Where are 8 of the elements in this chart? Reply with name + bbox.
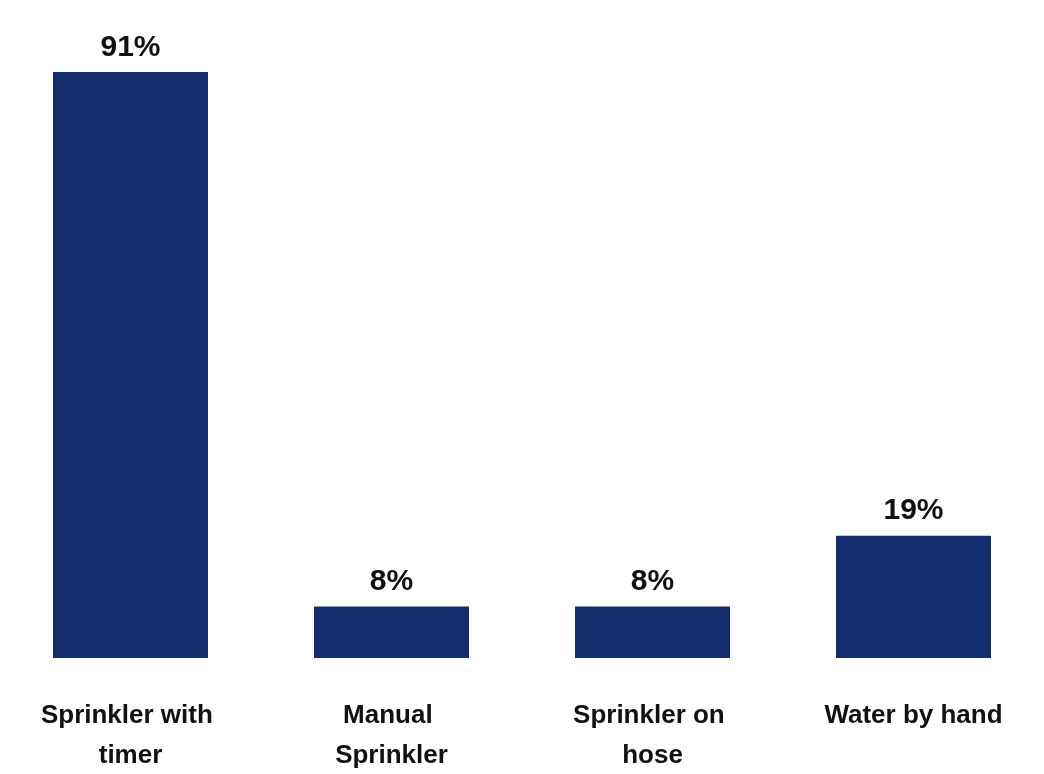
- data-label: 91%: [100, 28, 161, 62]
- data-label: 8%: [630, 562, 675, 596]
- data-label: 8%: [369, 562, 414, 596]
- x-tick-label: Manual Sprinkler: [335, 699, 448, 769]
- x-tick-label: Sprinkler with timer: [40, 699, 221, 769]
- x-tick-label: Sprinkler on hose: [573, 699, 732, 769]
- x-tick-label: Water by hand: [824, 699, 1003, 729]
- data-label: 19%: [883, 492, 944, 526]
